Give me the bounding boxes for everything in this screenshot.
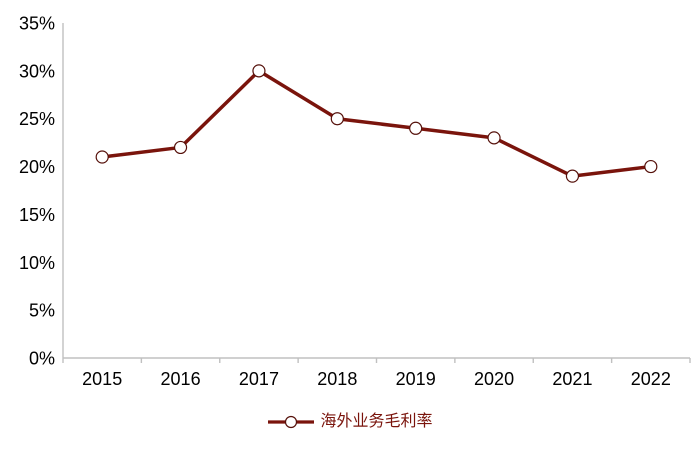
x-axis-label: 2021 — [552, 369, 592, 389]
data-point-marker — [644, 159, 658, 174]
x-axis-label: 2020 — [474, 369, 514, 389]
x-axis-label: 2015 — [82, 369, 122, 389]
x-axis-label: 2016 — [161, 369, 201, 389]
data-point-marker — [409, 121, 423, 135]
data-point-marker — [173, 140, 188, 155]
y-axis-label: 20% — [19, 157, 55, 177]
x-axis-label: 2019 — [396, 369, 436, 389]
x-axis-label: 2022 — [631, 369, 671, 389]
x-axis-label: 2017 — [239, 369, 279, 389]
y-axis-label: 25% — [19, 109, 55, 129]
y-axis-label: 10% — [19, 253, 55, 273]
y-axis-label: 0% — [29, 349, 55, 369]
legend-line-marker-icon — [268, 415, 315, 429]
data-point-marker — [330, 112, 344, 126]
legend-marker-icon — [285, 415, 298, 429]
y-axis-label: 30% — [19, 61, 55, 81]
y-axis-label: 35% — [19, 14, 55, 34]
legend-label: 海外业务毛利率 — [320, 413, 433, 430]
legend: 海外业务毛利率 — [0, 412, 700, 432]
y-axis-label: 5% — [29, 301, 55, 321]
data-point-marker — [487, 131, 501, 145]
data-line — [100, 69, 653, 178]
data-point-marker — [252, 64, 266, 78]
data-point-marker — [565, 169, 580, 183]
y-axis-label: 15% — [19, 205, 55, 225]
data-point-marker — [95, 150, 109, 164]
x-axis-label: 2018 — [317, 369, 357, 389]
